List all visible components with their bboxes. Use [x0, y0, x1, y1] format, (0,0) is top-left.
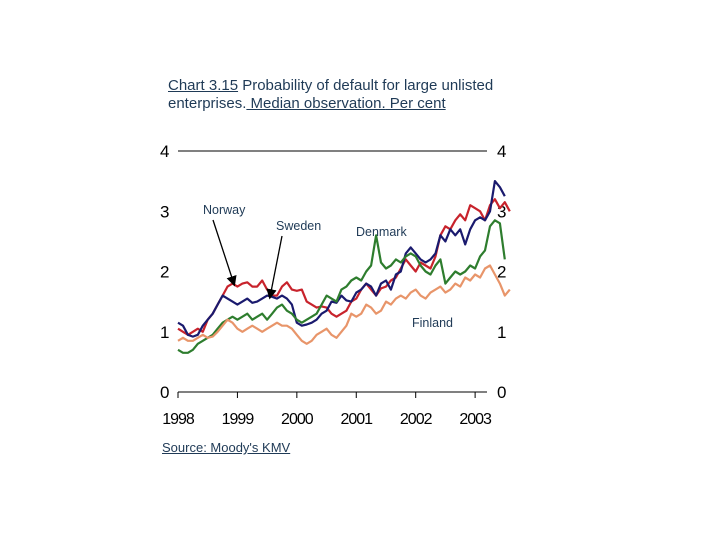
- chart-series: [177, 180, 511, 354]
- annotation-finland: Finland: [412, 316, 453, 330]
- annotation-sweden: Sweden: [276, 219, 321, 233]
- chart-annotations: Norway Sweden Denmark Finland: [203, 203, 453, 330]
- x-tick-label: 2003: [459, 411, 492, 428]
- y-tick-left-label: 1: [160, 323, 169, 342]
- title-chart-number: Chart 3.15: [168, 77, 239, 94]
- chart-axes: 0 1 2 3 4 0 1 2 3 4 1998 1999 2000 2001 2002 2003: [160, 142, 506, 428]
- y-tick-right-label: 2: [497, 263, 506, 282]
- arrow-norway: [212, 219, 237, 287]
- title-unit: Per cent: [385, 95, 446, 112]
- annotation-norway: Norway: [203, 203, 246, 217]
- source-note: Source: Moody's KMV: [162, 440, 291, 455]
- arrow-sweden: [266, 235, 283, 300]
- title-median: Median observation.: [246, 95, 386, 112]
- x-tick-label: 2001: [340, 411, 373, 428]
- y-tick-left-label: 3: [160, 202, 169, 221]
- title-description: Probability of default for large unliste…: [168, 77, 494, 112]
- x-tick-label: 1998: [162, 411, 195, 428]
- y-tick-right-label: 0: [497, 383, 506, 402]
- chart-title: Chart 3.15 Probability of default for la…: [168, 77, 508, 113]
- series-line-sweden: [177, 180, 506, 338]
- series-line-denmark: [177, 219, 506, 354]
- x-tick-label: 1999: [222, 411, 255, 428]
- annotation-denmark: Denmark: [356, 225, 407, 239]
- x-tick-label: 2002: [400, 411, 433, 428]
- y-tick-right-label: 3: [497, 202, 506, 221]
- y-tick-left-label: 2: [160, 263, 169, 282]
- y-tick-left-label: 0: [160, 383, 169, 402]
- series-line-finland: [177, 264, 511, 345]
- x-tick-label: 2000: [281, 411, 314, 428]
- y-tick-right-label: 4: [497, 142, 506, 161]
- y-tick-right-label: 1: [497, 323, 506, 342]
- y-tick-left-label: 4: [160, 142, 169, 161]
